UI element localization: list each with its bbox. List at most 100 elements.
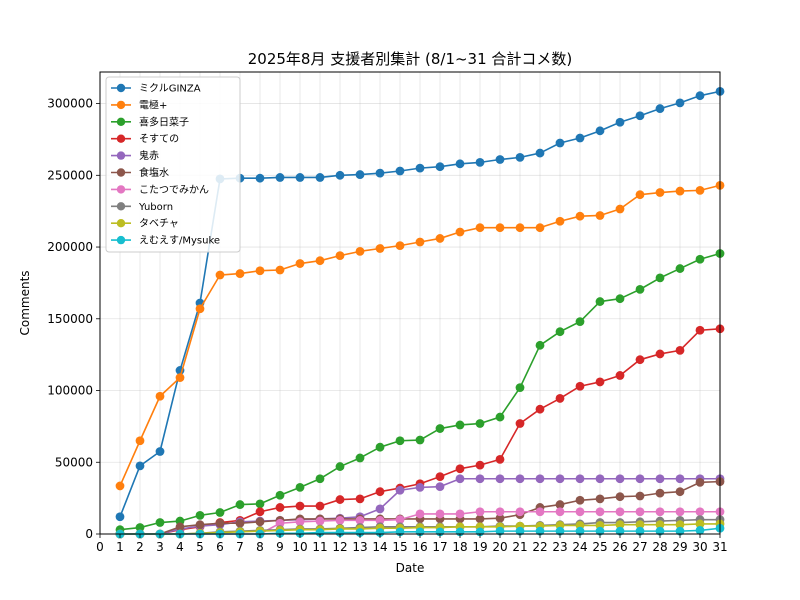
data-point	[455, 509, 465, 519]
data-point	[375, 515, 385, 525]
data-point	[635, 355, 645, 365]
data-point	[295, 501, 305, 511]
data-point	[515, 474, 525, 484]
data-point	[595, 494, 605, 504]
data-point	[675, 186, 685, 196]
data-point	[255, 507, 265, 517]
x-tick-label: 2	[136, 540, 144, 554]
data-point	[495, 526, 505, 536]
data-point	[135, 523, 145, 532]
data-point	[635, 507, 645, 517]
data-point	[615, 474, 625, 484]
legend-box	[105, 76, 241, 253]
x-tick-label: 11	[312, 540, 327, 554]
data-point	[155, 447, 165, 456]
data-point	[355, 515, 365, 525]
x-tick-label: 31	[712, 540, 727, 554]
data-point	[655, 188, 665, 197]
data-point	[175, 373, 185, 383]
data-point	[155, 518, 165, 527]
data-point	[595, 126, 605, 136]
legend-swatch-marker	[116, 117, 126, 127]
x-tick-label: 23	[552, 540, 567, 554]
data-point	[215, 518, 225, 528]
x-tick-label: 15	[392, 540, 407, 554]
data-point	[375, 168, 385, 178]
data-point	[275, 518, 285, 528]
legend-item: Yuborn	[111, 202, 173, 213]
data-point	[355, 170, 365, 179]
data-point	[695, 526, 705, 535]
data-point	[595, 297, 605, 306]
data-point	[375, 487, 385, 497]
data-point	[315, 474, 325, 484]
legend-swatch-marker	[116, 83, 126, 93]
data-point	[195, 510, 205, 520]
data-point	[675, 345, 685, 355]
data-point	[275, 173, 285, 182]
data-point	[555, 327, 565, 337]
data-point	[135, 436, 145, 446]
data-point	[475, 514, 485, 524]
data-point	[415, 509, 425, 519]
data-point	[175, 522, 185, 532]
chart-title: 2025年8月 支援者別集計 (8/1~31 合計コメ数)	[248, 50, 573, 68]
data-point	[515, 419, 525, 428]
legend-label: ミクルGINZA	[139, 83, 201, 95]
legend-swatch-marker	[116, 100, 126, 110]
legend-item: こたつでみかん	[111, 184, 209, 196]
data-point	[435, 482, 445, 492]
data-point	[355, 453, 365, 463]
data-point	[555, 394, 565, 403]
data-point	[475, 223, 485, 233]
data-point	[635, 520, 645, 530]
x-tick-label: 9	[276, 540, 284, 554]
x-tick-label: 27	[632, 540, 647, 554]
x-axis-ticks: 0 1 2 3 4 5 6 7 8 9 10 11 12 13 14 15 16 17 18 19 20 21 22 23 24…	[96, 534, 728, 554]
data-point	[615, 492, 625, 502]
legend-item: えむえす/Mysuke	[111, 235, 220, 247]
data-point	[195, 520, 205, 530]
data-point	[615, 520, 625, 530]
x-tick-label: 26	[612, 540, 627, 554]
data-point	[275, 265, 285, 275]
data-point	[575, 474, 585, 484]
data-point	[355, 246, 365, 256]
x-tick-label: 1	[116, 540, 124, 554]
data-point	[675, 98, 685, 108]
y-tick-label: 300000	[47, 97, 93, 111]
legend-item: 電極+	[111, 98, 167, 111]
data-point	[695, 325, 705, 335]
data-point	[655, 474, 665, 484]
x-tick-label: 25	[592, 540, 607, 554]
legend-label: 鬼赤	[139, 149, 159, 162]
data-point	[335, 495, 345, 504]
data-point	[655, 273, 665, 283]
data-point	[535, 223, 545, 233]
data-point	[115, 481, 125, 491]
data-point	[315, 173, 325, 182]
data-point	[335, 462, 345, 471]
data-point	[275, 503, 285, 512]
x-tick-label: 4	[176, 540, 184, 554]
legend-swatch-marker	[116, 235, 126, 245]
data-point	[415, 482, 425, 492]
data-point	[555, 138, 565, 148]
legend-item: 鬼赤	[111, 149, 159, 162]
data-point	[675, 526, 685, 536]
x-tick-label: 14	[372, 540, 387, 554]
data-point	[555, 507, 565, 517]
x-tick-label: 29	[672, 540, 687, 554]
data-point	[655, 526, 665, 536]
data-point	[535, 148, 545, 158]
x-tick-label: 19	[472, 540, 487, 554]
data-point	[315, 516, 325, 526]
data-point	[375, 244, 385, 253]
data-point	[495, 513, 505, 523]
data-point	[615, 371, 625, 380]
plot-frame	[99, 71, 721, 535]
data-point	[495, 155, 505, 164]
data-point	[635, 190, 645, 200]
data-point	[395, 166, 405, 176]
